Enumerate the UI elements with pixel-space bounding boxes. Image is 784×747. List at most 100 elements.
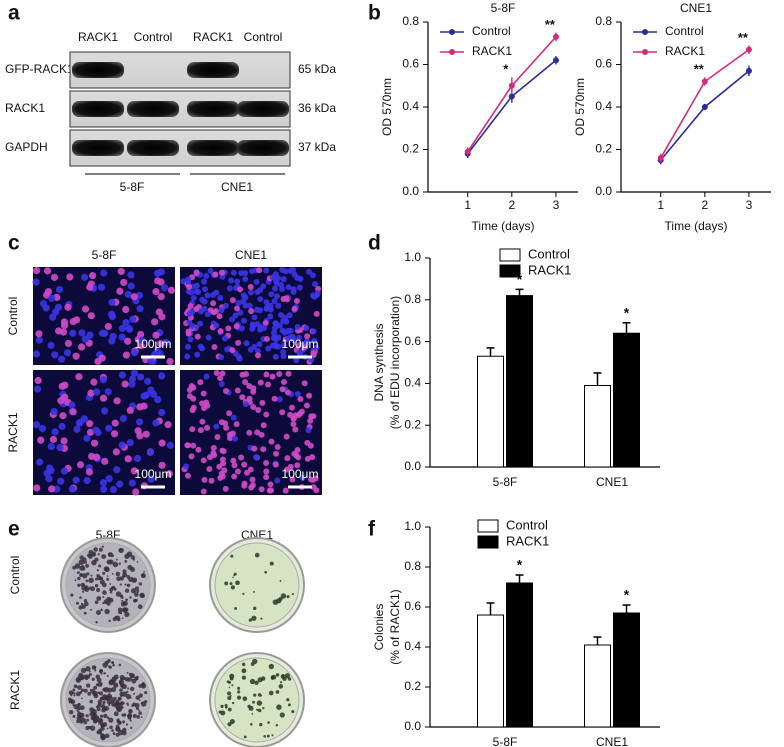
colony [112,732,116,735]
y-tick-label: 0.0 [595,184,612,198]
significance: * [517,271,523,287]
colony [89,689,92,692]
colony [287,703,291,707]
colony [136,715,140,719]
nucleus [257,379,264,386]
nucleus [312,281,319,288]
nucleus [217,375,224,382]
nucleus [263,267,270,274]
nucleus [268,291,275,298]
colony [104,608,110,615]
nucleus [126,406,134,415]
nucleus [269,373,276,380]
nucleus [282,487,289,494]
nucleus [32,421,41,429]
nucleus [274,444,281,451]
colony [124,583,127,586]
nucleus [233,305,240,312]
colony [229,718,235,725]
colony [291,710,295,714]
nucleus [98,354,106,362]
nucleus [222,485,229,492]
colony [121,617,124,619]
nucleus [207,454,214,461]
y-tick-label: 0.2 [595,142,612,156]
colony [76,715,82,721]
colony [140,716,143,718]
nucleus [57,397,65,405]
colony [251,615,257,621]
colony [130,566,136,572]
nucleus [267,313,274,320]
nucleus [235,339,242,346]
nucleus [201,278,208,285]
colony [138,582,143,586]
colony [89,712,93,716]
nucleus [306,392,313,399]
nucleus [263,371,270,378]
nucleus [64,339,72,348]
y-tick-label: 0.0 [404,719,421,733]
nucleus [242,276,249,283]
nucleus [167,286,176,294]
nucleus [118,441,126,449]
nucleus [297,395,304,402]
nucleus [158,439,166,447]
colony [105,695,112,701]
nucleus [154,395,162,404]
nucleus [253,278,260,285]
y-axis-label: (% of RACK1) [388,589,402,664]
nucleus [279,386,286,393]
point [508,93,515,100]
colony [120,677,123,681]
nucleus [250,404,257,411]
colony [67,697,72,702]
x-tick-label: 3 [553,198,560,212]
colony [107,659,111,663]
colony [91,559,97,566]
colony [104,733,110,739]
colony [109,590,113,594]
x-tick-label: CNE1 [596,475,628,489]
colony [95,609,102,616]
colony [226,691,232,696]
nucleus [259,399,266,406]
nucleus [227,435,234,442]
nucleus [303,337,310,344]
nucleus [260,446,267,453]
nucleus [229,316,236,323]
nucleus [246,429,253,436]
nucleus [303,402,310,409]
column-label: 5-8F [92,248,117,262]
nucleus [200,457,207,464]
nucleus [276,370,283,377]
nucleus [263,474,270,481]
colony [89,707,95,713]
nucleus [234,278,241,285]
nucleus [228,277,235,284]
colony [83,688,88,693]
nucleus [136,432,144,440]
colony [85,674,90,679]
colony [104,706,110,711]
colony [111,573,114,575]
colony [126,583,131,588]
y-tick-label: 0.4 [595,99,612,113]
colony [141,701,147,707]
colony [125,694,132,700]
colony [138,711,142,715]
colony [129,719,132,722]
colony [112,663,115,667]
colony [113,711,119,717]
nucleus [290,415,297,422]
colony [260,617,263,620]
x-tick-label: CNE1 [596,735,628,747]
nucleus [150,318,159,326]
nucleus [256,267,263,274]
nucleus [285,370,292,377]
colony [79,705,85,711]
nucleus [234,387,241,394]
nucleus [57,355,66,363]
colony [276,704,282,710]
colony [108,702,111,705]
